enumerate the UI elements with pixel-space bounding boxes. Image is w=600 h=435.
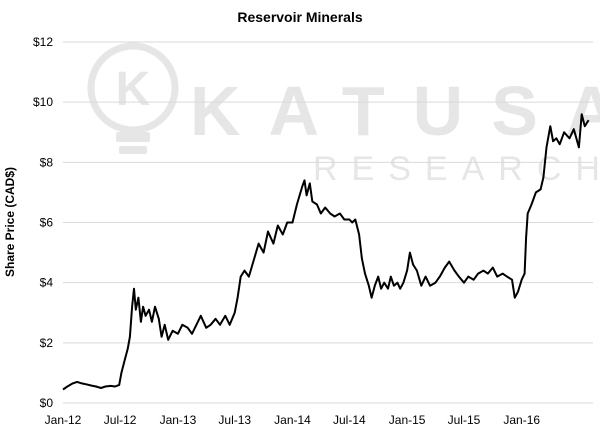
series-layer bbox=[62, 113, 590, 391]
x-tick-label: Jul-12 bbox=[104, 413, 137, 427]
watermark: K KATUSA RESEARCH bbox=[87, 42, 600, 188]
gridlines bbox=[63, 41, 593, 404]
y-tick-label: $6 bbox=[40, 216, 54, 230]
x-tick-label: Jan-14 bbox=[274, 413, 311, 427]
y-axis-title: Share Price (CAD$) bbox=[3, 167, 17, 277]
x-tick-label: Jan-16 bbox=[503, 413, 540, 427]
chart-title: Reservoir Minerals bbox=[237, 9, 362, 25]
y-axis-ticks: $0 $2 $4 $6 $8 $10 $12 bbox=[33, 35, 53, 410]
y-tick-label: $4 bbox=[40, 276, 54, 290]
y-tick-label: $12 bbox=[33, 35, 53, 49]
y-tick-label: $2 bbox=[40, 336, 54, 350]
x-tick-label: Jan-13 bbox=[160, 413, 197, 427]
x-tick-label: Jul-13 bbox=[218, 413, 251, 427]
x-tick-label: Jul-14 bbox=[333, 413, 366, 427]
x-tick-label: Jul-15 bbox=[448, 413, 481, 427]
x-tick-label: Jan-15 bbox=[389, 413, 426, 427]
y-tick-label: $0 bbox=[40, 396, 54, 410]
y-tick-label: $8 bbox=[40, 155, 54, 169]
watermark-sub: RESEARCH bbox=[313, 150, 600, 188]
x-axis-ticks: Jan-12 Jul-12 Jan-13 Jul-13 Jan-14 Jul-14 Jan-… bbox=[45, 413, 541, 427]
watermark-logo-icon: K bbox=[87, 42, 179, 154]
y-tick-label: $10 bbox=[33, 95, 53, 109]
watermark-logo-letter: K bbox=[116, 63, 151, 116]
x-tick-label: Jan-12 bbox=[45, 413, 82, 427]
watermark-brand: KATUSA bbox=[190, 72, 600, 150]
series-line bbox=[62, 113, 590, 391]
